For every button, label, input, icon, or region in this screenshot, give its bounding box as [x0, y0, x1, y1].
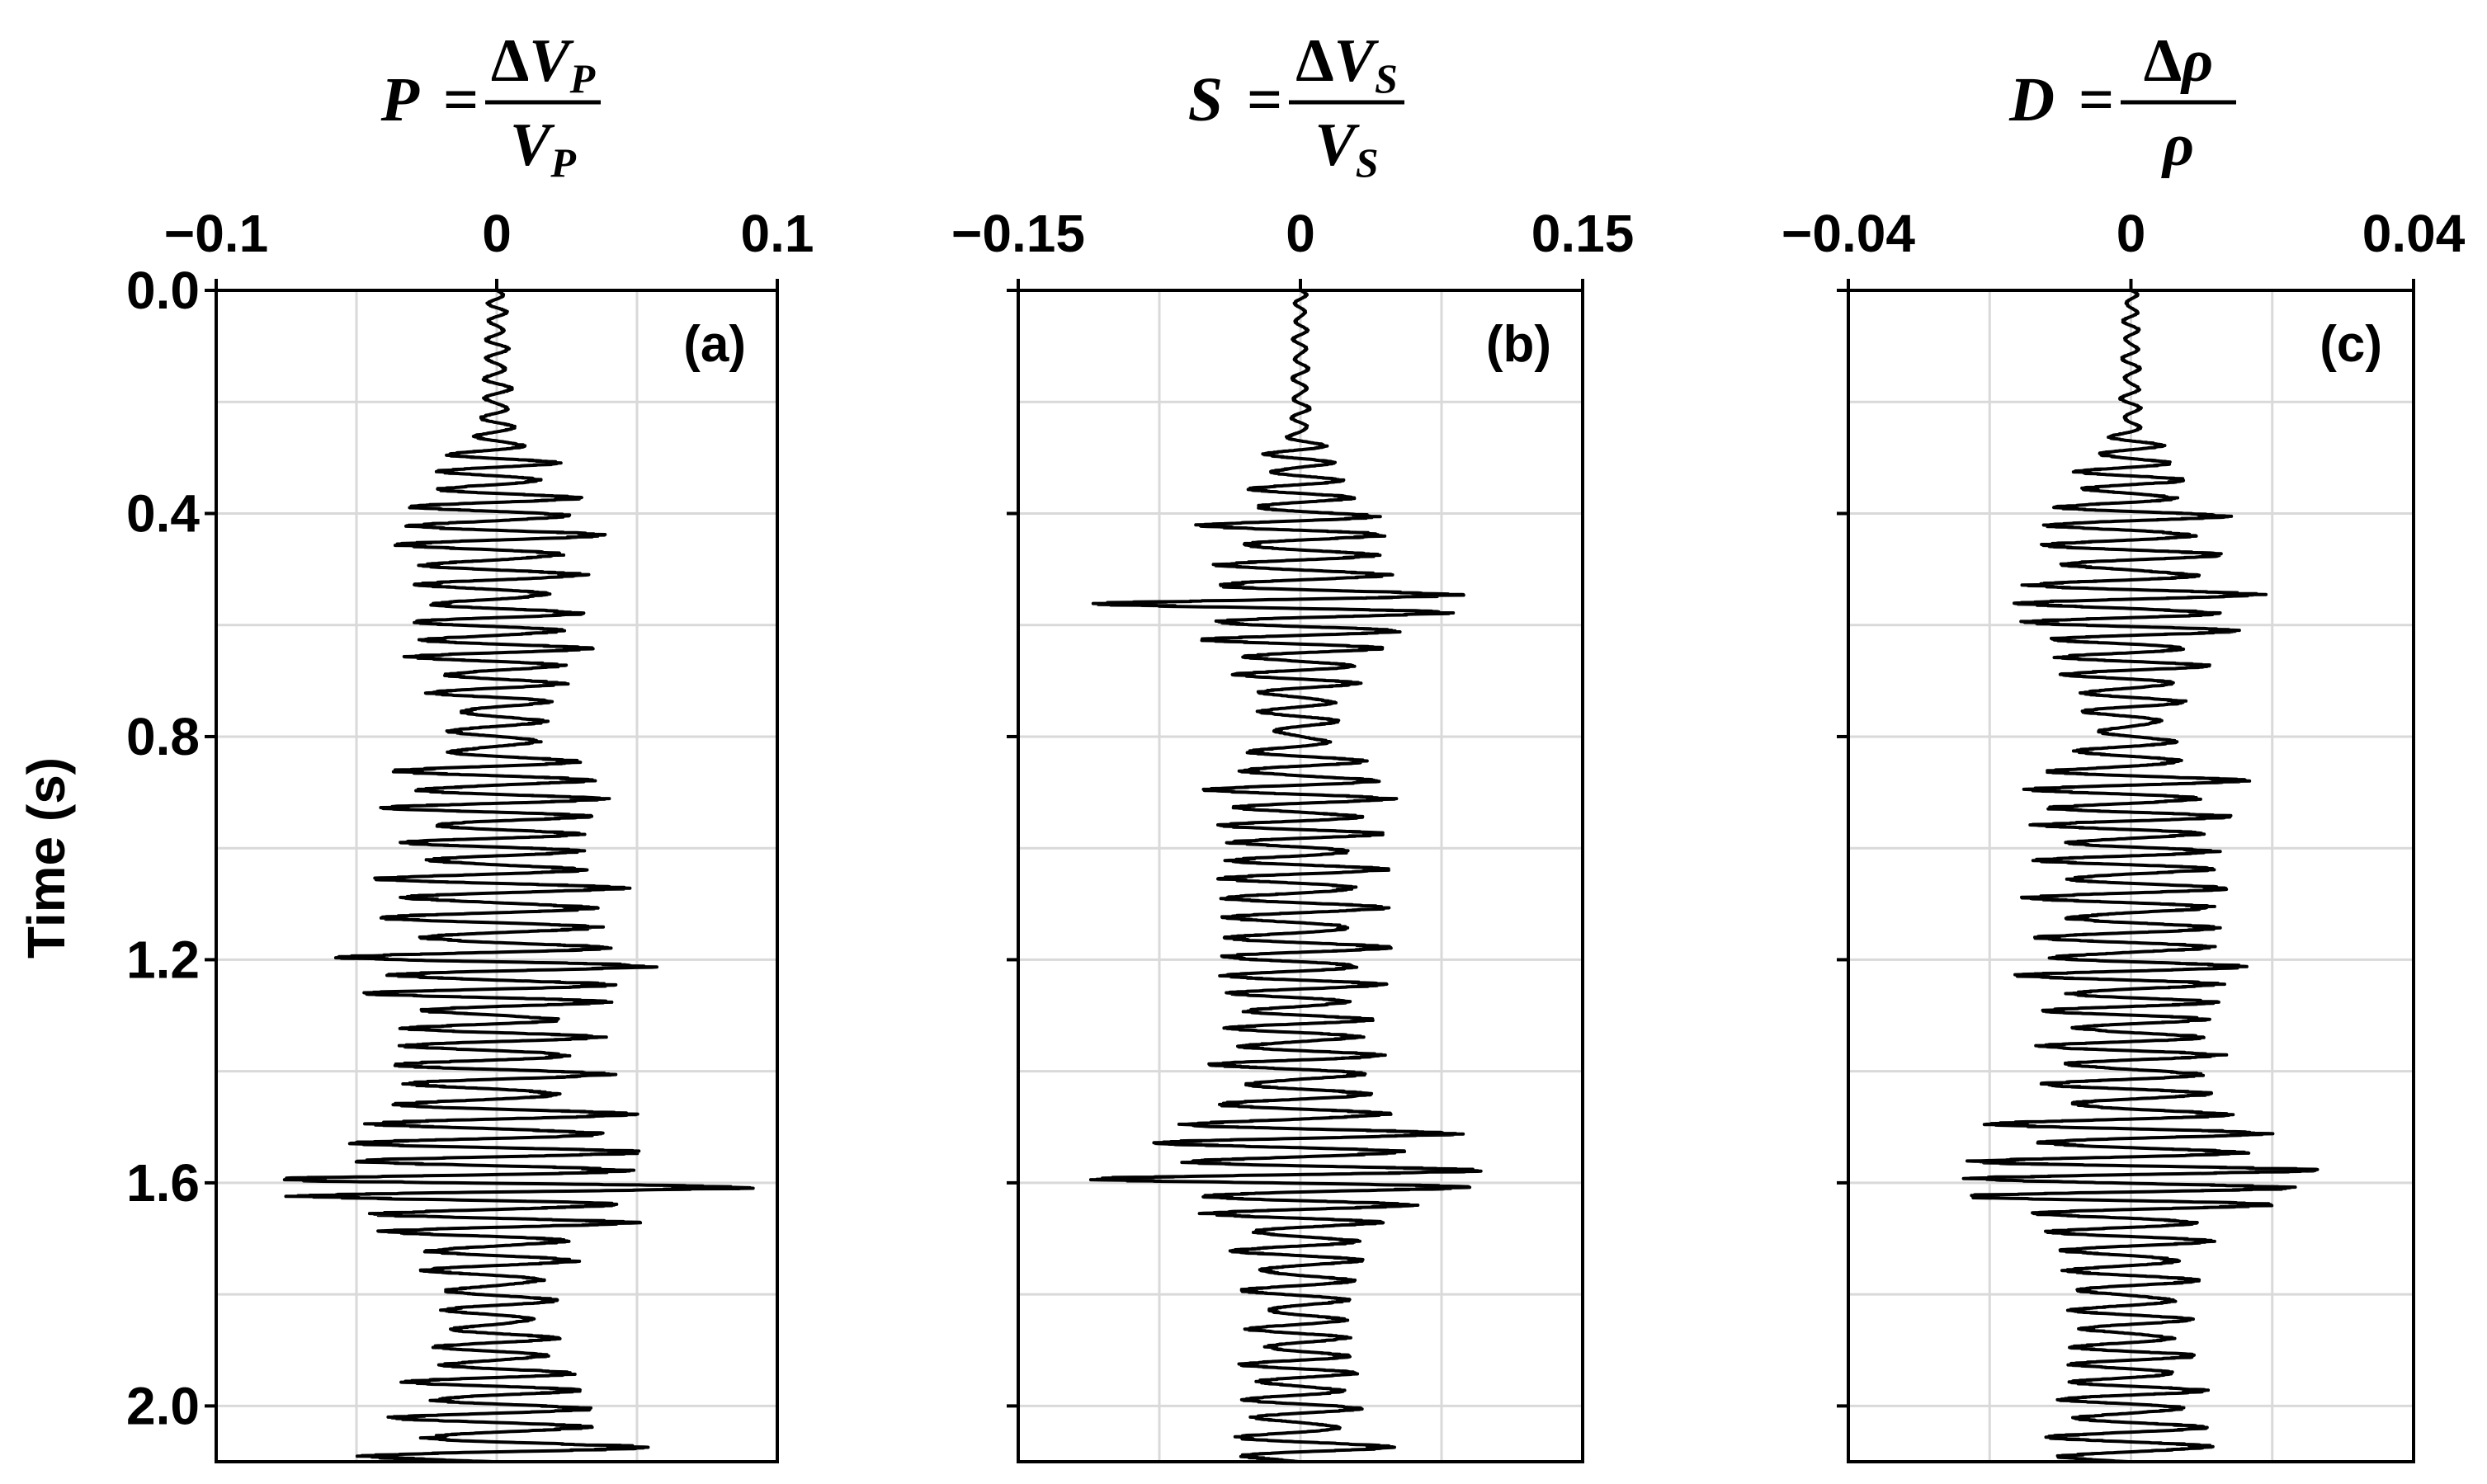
y-axis-label: Time (s) — [17, 757, 76, 959]
x-tick-label: −0.1 — [164, 204, 268, 263]
panel-2: −0.15 0 0.15 (b) S =ΔVS VS — [951, 27, 1635, 1463]
trace-line-1 — [282, 289, 755, 1463]
panel-title-equation: P =ΔVP VP — [380, 27, 601, 186]
panel-label: (a) — [683, 316, 746, 373]
x-tick-label: 0.1 — [741, 204, 814, 263]
equation-numerator: ΔVS — [1295, 27, 1398, 101]
panel-label: (b) — [1486, 316, 1551, 373]
x-tick-label: 0 — [1286, 204, 1315, 263]
panel-3: −0.04 0 0.04 (c) D = Δρ ρ — [1781, 27, 2466, 1463]
equation-lhs: P — [380, 65, 420, 134]
equation-denominator: VS — [1314, 111, 1378, 186]
equation-denominator: VP — [510, 111, 576, 186]
trace-line-3 — [1961, 289, 2319, 1463]
x-tick-label: 0.04 — [2362, 204, 2466, 263]
panel-title-equation: D = Δρ ρ — [2008, 27, 2236, 179]
y-tick-label: 1.2 — [126, 930, 200, 989]
y-tick-label: 0.0 — [126, 261, 200, 320]
x-tick-label: −0.04 — [1781, 204, 1915, 263]
x-tick-label: 0 — [482, 204, 512, 263]
y-tick-label: 0.4 — [126, 483, 200, 543]
x-tick-label: 0.15 — [1531, 204, 1635, 263]
y-tick-label: 0.8 — [126, 707, 200, 766]
x-tick-label: −0.15 — [951, 204, 1085, 263]
y-tick-label: 1.6 — [126, 1153, 200, 1213]
equation-denominator: ρ — [2161, 111, 2194, 179]
panel-1: −0.1 0 0.1 0.0 0.4 0.8 1.2 1.6 2.0 (a) P =ΔVP VP — [126, 27, 814, 1463]
equation-lhs: S — [1188, 65, 1223, 134]
equation-equals: = — [442, 65, 478, 134]
equation-numerator: ΔVP — [491, 27, 596, 101]
equation-equals: = — [2078, 65, 2113, 134]
y-tick-label: 2.0 — [126, 1376, 200, 1435]
panel-label: (c) — [2319, 316, 2382, 373]
equation-lhs: D — [2008, 65, 2055, 134]
equation-equals: = — [1246, 65, 1281, 134]
x-tick-label: 0 — [2117, 204, 2146, 263]
panel-title-equation: S =ΔVS VS — [1188, 27, 1404, 186]
equation-numerator: Δρ — [2144, 27, 2214, 95]
trace-line-2 — [1088, 289, 1483, 1463]
